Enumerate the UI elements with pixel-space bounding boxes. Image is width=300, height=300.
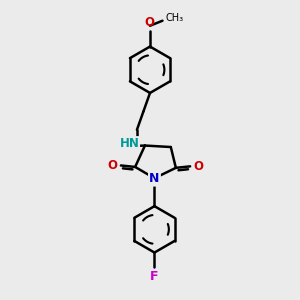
- Text: CH₃: CH₃: [166, 13, 184, 23]
- Text: HN: HN: [120, 137, 140, 150]
- Text: O: O: [144, 16, 154, 29]
- Text: N: N: [149, 172, 160, 185]
- Text: O: O: [194, 160, 204, 173]
- Text: F: F: [150, 270, 159, 283]
- Text: O: O: [107, 159, 117, 172]
